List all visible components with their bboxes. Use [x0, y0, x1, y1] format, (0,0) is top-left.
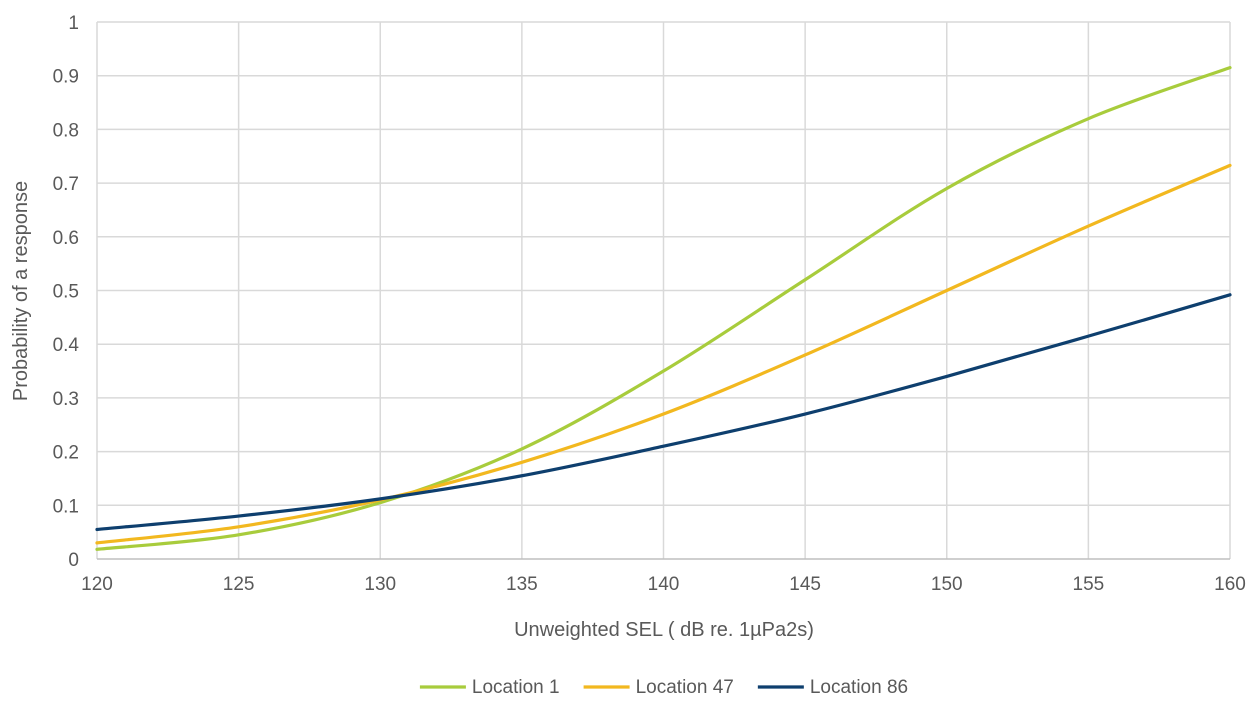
x-tick-label: 135: [506, 574, 538, 595]
x-tick-label: 155: [1073, 574, 1105, 595]
x-tick-label: 140: [648, 574, 680, 595]
y-tick-label: 1: [68, 13, 79, 34]
y-tick-label: 0.8: [53, 120, 79, 141]
legend-item-location-1: Location 1: [419, 677, 560, 698]
legend: Location 1 Location 47 Location 86: [419, 677, 908, 698]
series-lines: [95, 66, 1232, 551]
legend-item-location-86: Location 86: [757, 677, 908, 698]
x-tick-label: 120: [81, 574, 113, 595]
y-tick-label: 0.6: [53, 228, 79, 249]
x-tick-label: 145: [789, 574, 821, 595]
y-tick-label: 0.4: [53, 335, 80, 356]
y-tick-label: 0.2: [53, 443, 79, 464]
y-tick-label: 0.9: [53, 67, 79, 88]
series-line-location-47: [95, 163, 1232, 545]
tick-labels: 0 0.1 0.2 0.3 0.4 0.5 0.6 0.7 0.8 0.9 1 120 125 130 13…: [53, 13, 1246, 595]
legend-label: Location 1: [472, 677, 560, 698]
y-tick-label: 0.1: [53, 496, 79, 517]
y-tick-label: 0.5: [53, 282, 79, 303]
y-tick-label: 0.7: [53, 174, 79, 195]
legend-item-location-47: Location 47: [583, 677, 734, 698]
x-tick-label: 130: [364, 574, 396, 595]
gridlines: [96, 21, 1231, 559]
x-tick-label: 150: [931, 574, 963, 595]
y-axis-title: Probability of a response: [10, 181, 32, 401]
series-line-location-1: [95, 66, 1232, 551]
x-tick-label: 125: [223, 574, 255, 595]
y-tick-label: 0: [68, 550, 79, 571]
x-axis-title: Unweighted SEL ( dB re. 1µPa2s): [514, 619, 814, 641]
legend-label: Location 47: [636, 677, 734, 698]
x-tick-label: 160: [1214, 574, 1246, 595]
legend-label: Location 86: [810, 677, 908, 698]
y-tick-label: 0.3: [53, 389, 79, 410]
series-line-location-86: [95, 293, 1232, 532]
